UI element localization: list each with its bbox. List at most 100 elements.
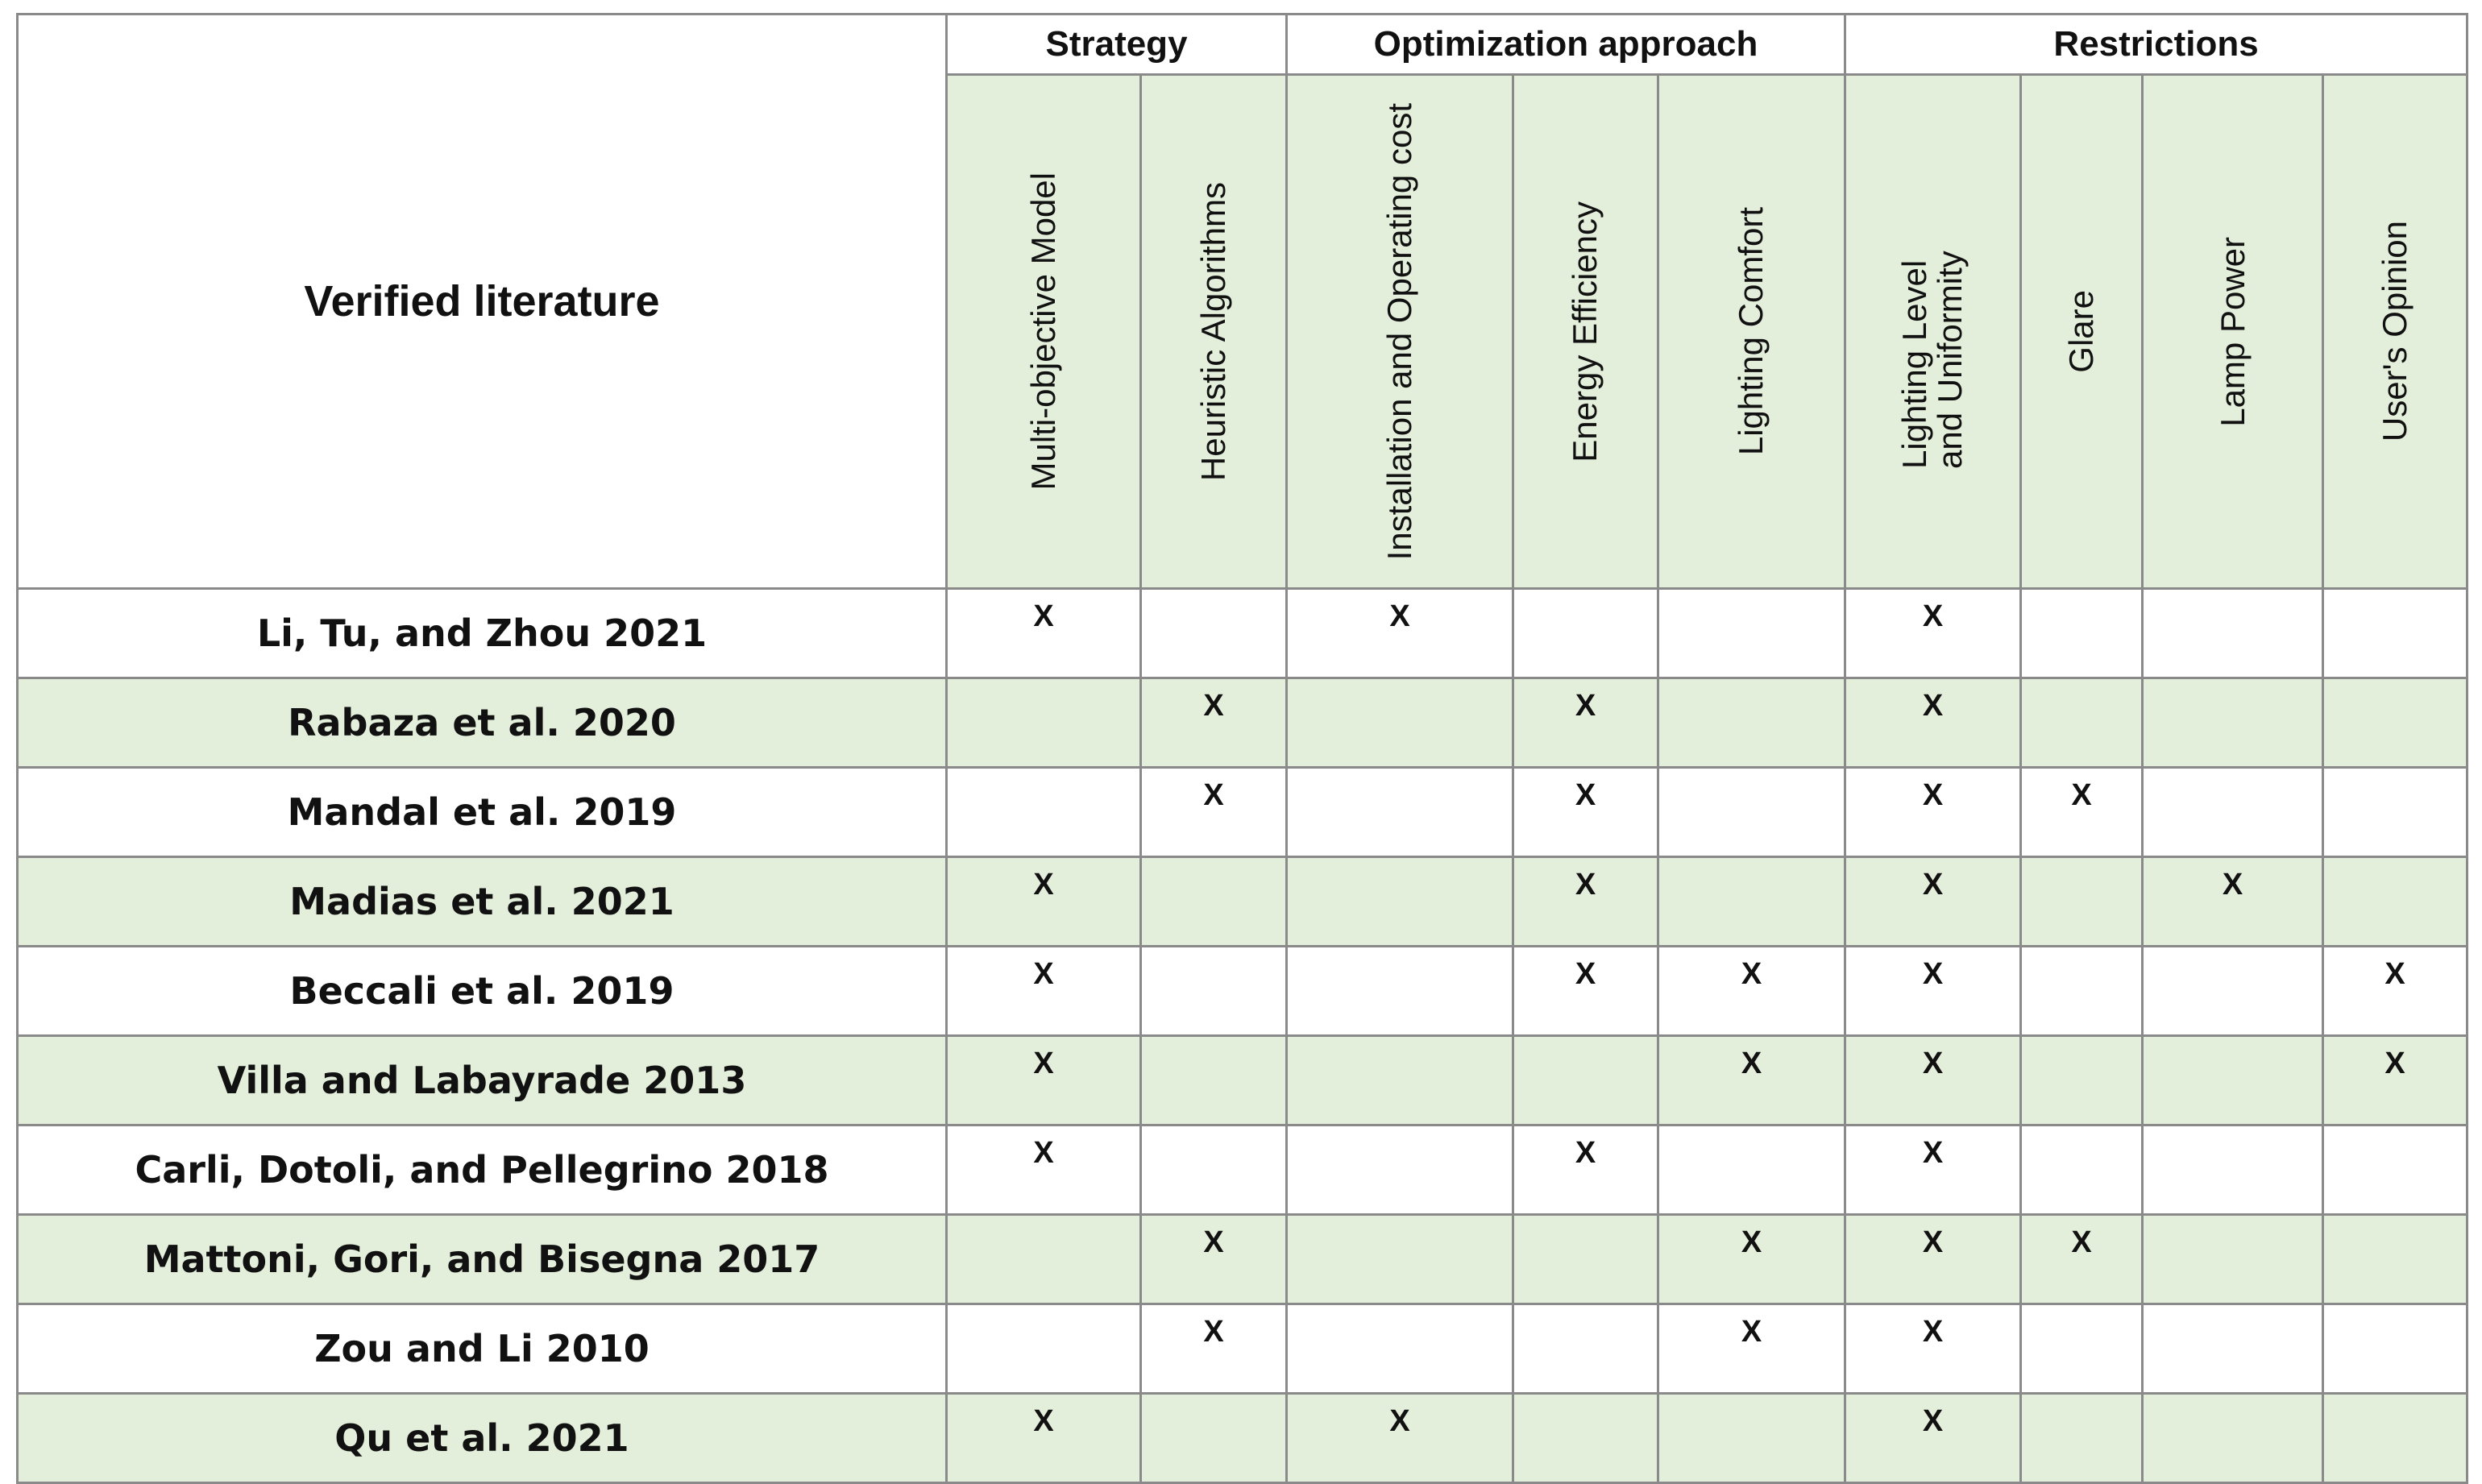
column-header-text: Heuristic Algorithms [1193,181,1232,482]
cell-mark [2019,677,2144,769]
column-header: Glare [2019,73,2144,590]
cell-mark [945,1303,1142,1395]
cell-mark [2141,1303,2325,1395]
cell-mark: X [1139,677,1289,769]
cell-mark: X [1657,945,1847,1037]
cell-mark [1139,945,1289,1037]
cell-mark [1512,587,1660,679]
row-label: Li, Tu, and Zhou 2021 [16,587,948,679]
cell-mark: X [945,587,1142,679]
cell-mark: X [945,1392,1142,1484]
cell-mark: X [1657,1034,1847,1126]
column-header-text: Lighting Level and Uniformity [1895,250,1969,469]
group-row: Verified literature Strategy Optimizatio… [16,13,2469,590]
cell-mark [1512,1303,1660,1395]
column-header: Lighting Comfort [1657,73,1847,590]
table-body: Li, Tu, and Zhou 2021 X X X Rabaza et al. 20… [16,587,2469,1484]
cell-mark [1657,1392,1847,1484]
cell-mark [1139,587,1289,679]
corner-header: Verified literature [16,13,948,590]
cell-mark [1139,1392,1289,1484]
cell-mark [1139,1124,1289,1216]
cell-mark [2141,766,2325,858]
column-header-text: Energy Efficiency [1566,201,1604,462]
cell-mark: X [2019,1213,2144,1305]
group-header: Restrictions [1844,13,2469,76]
cell-mark: X [1844,587,2023,679]
cell-mark: X [1512,677,1660,769]
column-header: User's Opinion [2322,73,2469,590]
cell-mark [1657,766,1847,858]
cell-mark [2019,945,2144,1037]
column-header-text: User's Opinion [2376,221,2414,442]
cell-mark [2019,1034,2144,1126]
cell-mark [1139,1034,1289,1126]
table-row: Beccali et al. 2019 X X X X X [16,945,2469,1037]
cell-mark: X [1512,856,1660,947]
column-header-text: Lamp Power [2213,236,2252,427]
row-label: Mandal et al. 2019 [16,766,948,858]
cell-mark: X [945,1124,1142,1216]
column-header-text: Installation and Operating cost [1380,102,1418,561]
cell-mark [1657,856,1847,947]
cell-mark: X [1657,1303,1847,1395]
group-header: Strategy [944,13,1289,76]
cell-mark [2019,1303,2144,1395]
cell-mark: X [945,945,1142,1037]
cell-mark: X [1657,1213,1847,1305]
table-row: Rabaza et al. 2020 X X X [16,677,2469,769]
cell-mark [2141,1034,2325,1126]
cell-mark: X [2322,945,2469,1037]
cell-mark [2141,945,2325,1037]
table-row: Zou and Li 2010 X X X [16,1303,2469,1395]
cell-mark [2019,856,2144,947]
cell-mark [2141,677,2325,769]
table-row: Mattoni, Gori, and Bisegna 2017 X X X X [16,1213,2469,1305]
cell-mark [2322,1303,2469,1395]
column-row: Multi-objective Model Heuristic Algorithm… [18,73,2469,590]
cell-mark [2141,1213,2325,1305]
row-label: Qu et al. 2021 [16,1392,948,1484]
cell-mark: X [1844,1213,2023,1305]
cell-mark: X [1844,766,2023,858]
column-header: Lamp Power [2141,73,2325,590]
cell-mark [945,1213,1142,1305]
row-label: Madias et al. 2021 [16,856,948,947]
cell-mark: X [2019,766,2144,858]
cell-mark: X [1285,587,1515,679]
cell-mark: X [1844,677,2023,769]
cell-mark [1285,766,1515,858]
row-label: Rabaza et al. 2020 [16,677,948,769]
cell-mark: X [1512,766,1660,858]
cell-mark: X [1844,1303,2023,1395]
cell-mark [1285,1034,1515,1126]
cell-mark [1285,856,1515,947]
table-row: Villa and Labayrade 2013 X X X X [16,1034,2469,1126]
cell-mark: X [1844,1124,2023,1216]
cell-mark: X [945,1034,1142,1126]
cell-mark [1657,587,1847,679]
cell-mark [2019,587,2144,679]
cell-mark [1512,1213,1660,1305]
cell-mark [2322,587,2469,679]
cell-mark [2322,1213,2469,1305]
cell-mark: X [2322,1034,2469,1126]
cell-mark: X [945,856,1142,947]
row-label: Carli, Dotoli, and Pellegrino 2018 [16,1124,948,1216]
cell-mark: X [1139,1303,1289,1395]
cell-mark [1285,1213,1515,1305]
column-header: Lighting Level and Uniformity [1844,73,2023,590]
cell-mark: X [1139,1213,1289,1305]
cell-mark: X [2141,856,2325,947]
column-header: Multi-objective Model [945,73,1142,590]
table-row: Carli, Dotoli, and Pellegrino 2018 X X X [16,1124,2469,1216]
table-row: Mandal et al. 2019 X X X X [16,766,2469,858]
cell-mark [1512,1034,1660,1126]
cell-mark [2322,677,2469,769]
cell-mark [2019,1392,2144,1484]
cell-mark [1657,677,1847,769]
column-header-text: Lighting Comfort [1732,207,1770,456]
page: Verified literature Strategy Optimizatio… [16,13,2469,1484]
table-row: Qu et al. 2021 X X X [16,1392,2469,1484]
cell-mark: X [1285,1392,1515,1484]
